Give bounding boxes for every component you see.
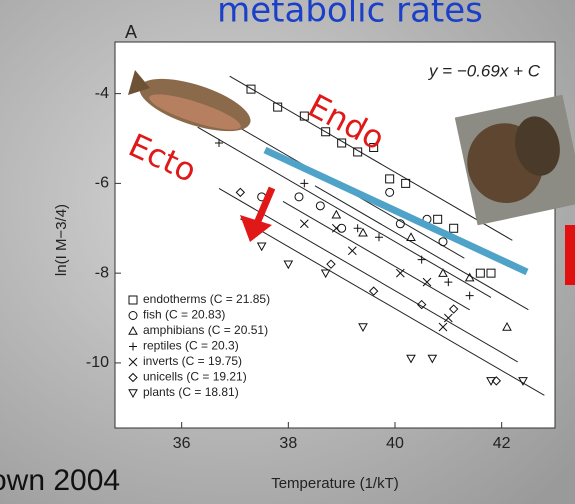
data-point bbox=[448, 304, 459, 314]
y-tick-label: -8 bbox=[95, 264, 109, 281]
data-point bbox=[299, 111, 309, 121]
legend-label: unicells (C = 19.21) bbox=[143, 370, 247, 384]
data-point bbox=[358, 323, 368, 333]
data-point bbox=[438, 268, 448, 277]
data-point bbox=[395, 219, 405, 229]
legend-label: amphibians (C = 20.51) bbox=[143, 323, 268, 337]
data-point bbox=[331, 223, 341, 233]
y-tick-label: -4 bbox=[95, 85, 109, 102]
data-point bbox=[486, 377, 496, 386]
data-point bbox=[337, 138, 347, 148]
x-tick-label: 36 bbox=[173, 435, 191, 452]
legend-label: endotherms (C = 21.85) bbox=[143, 292, 270, 306]
red-arrow bbox=[240, 186, 276, 242]
data-point bbox=[326, 259, 336, 269]
data-point bbox=[368, 286, 379, 296]
data-point bbox=[353, 224, 362, 233]
data-point bbox=[321, 127, 331, 137]
fish-image bbox=[128, 70, 251, 132]
data-point bbox=[273, 102, 283, 112]
slide-title: metabolic rates bbox=[217, 0, 483, 31]
data-point bbox=[337, 223, 347, 233]
data-point bbox=[235, 187, 246, 198]
data-point bbox=[246, 84, 256, 94]
legend-label: reptiles (C = 20.3) bbox=[143, 339, 239, 353]
y-tick-label: -6 bbox=[95, 175, 109, 192]
data-point bbox=[449, 223, 459, 233]
data-point bbox=[433, 214, 443, 224]
legend-marker bbox=[128, 311, 138, 320]
data-point bbox=[353, 147, 363, 157]
data-point bbox=[444, 278, 453, 287]
data-point bbox=[502, 321, 512, 331]
trend-highlight bbox=[263, 146, 529, 276]
red-block bbox=[565, 225, 575, 285]
data-point bbox=[315, 201, 325, 211]
equation: y = −0.69x + C bbox=[428, 61, 541, 80]
legend-marker bbox=[129, 342, 137, 351]
data-point bbox=[416, 299, 427, 310]
data-point bbox=[465, 291, 474, 300]
legend-label: plants (C = 18.81) bbox=[143, 385, 239, 399]
data-point bbox=[283, 260, 294, 270]
data-point bbox=[406, 232, 416, 241]
x-tick-label: 40 bbox=[386, 435, 404, 452]
data-point bbox=[215, 138, 223, 147]
data-point bbox=[518, 377, 528, 386]
x-tick-label: 38 bbox=[279, 435, 297, 452]
data-point bbox=[256, 242, 267, 252]
data-point bbox=[438, 322, 448, 332]
legend-marker bbox=[128, 325, 138, 335]
legend-label: fish (C = 20.83) bbox=[143, 308, 225, 322]
data-point bbox=[369, 142, 379, 152]
data-point bbox=[438, 237, 448, 247]
legend-marker bbox=[128, 357, 138, 367]
legend-label: inverts (C = 19.75) bbox=[143, 354, 242, 368]
data-point bbox=[406, 354, 416, 364]
data-point bbox=[417, 255, 426, 264]
legend-marker bbox=[128, 372, 138, 383]
fit-line bbox=[197, 126, 492, 298]
legend-marker bbox=[128, 389, 138, 399]
fit-line bbox=[282, 200, 470, 311]
data-point bbox=[320, 269, 331, 279]
data-point bbox=[395, 268, 405, 278]
data-point bbox=[486, 268, 496, 278]
bear-image bbox=[454, 94, 575, 226]
legend-marker bbox=[128, 295, 138, 305]
data-point bbox=[300, 179, 309, 188]
data-point bbox=[401, 178, 411, 188]
data-point bbox=[385, 174, 395, 184]
data-point bbox=[464, 272, 475, 282]
data-point bbox=[427, 354, 438, 364]
data-point bbox=[294, 192, 304, 202]
data-point bbox=[443, 313, 453, 323]
footer-citation: own 2004 bbox=[0, 464, 120, 497]
data-point bbox=[375, 233, 383, 242]
plot: 36 38 40 42 -4 -6 -8 -10 Temperature (1/kT) ln(I … bbox=[53, 75, 545, 492]
data-point bbox=[299, 219, 309, 229]
data-point bbox=[331, 209, 342, 219]
x-tick-label: 42 bbox=[493, 435, 511, 452]
fit-line bbox=[218, 188, 518, 363]
panel-label: A bbox=[125, 22, 137, 42]
x-axis-label: Temperature (1/kT) bbox=[271, 475, 399, 492]
data-point bbox=[475, 268, 485, 278]
y-tick-label: -10 bbox=[86, 354, 109, 371]
fit-line bbox=[240, 218, 545, 396]
y-axis-label: ln(I M−3/4) bbox=[53, 204, 70, 276]
fit-line bbox=[314, 185, 529, 311]
data-point bbox=[347, 246, 357, 256]
data-point bbox=[385, 187, 395, 197]
data-point bbox=[358, 227, 368, 237]
data-point bbox=[422, 277, 432, 287]
